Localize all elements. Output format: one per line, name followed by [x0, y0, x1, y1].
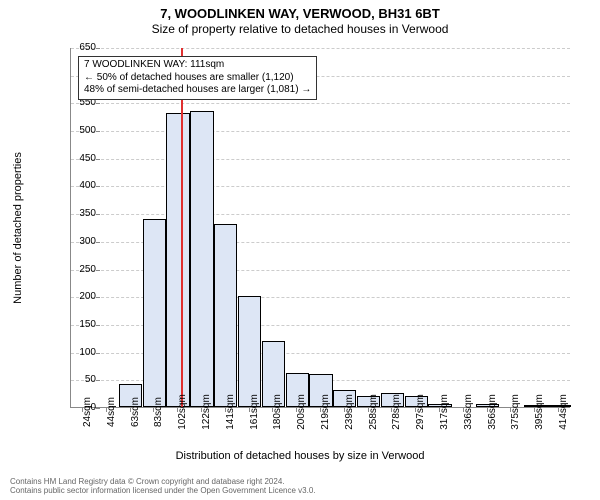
gridline [71, 159, 570, 160]
y-tick-mark [96, 408, 100, 409]
y-tick-mark [96, 131, 100, 132]
histogram-bar [190, 111, 213, 407]
plot-area [70, 48, 570, 408]
annotation-box: 7 WOODLINKEN WAY: 111sqm← 50% of detache… [78, 56, 317, 100]
x-tick-label: 180sqm [272, 394, 283, 430]
histogram-bar [214, 224, 237, 407]
x-tick-label: 44sqm [106, 397, 117, 427]
y-tick-mark [96, 297, 100, 298]
chart-title-sub: Size of property relative to detached ho… [0, 22, 600, 38]
x-tick-label: 219sqm [320, 394, 331, 430]
y-tick-label: 650 [66, 42, 96, 53]
annotation-line-2: ← 50% of detached houses are smaller (1,… [84, 72, 311, 85]
y-tick-label: 500 [66, 125, 96, 136]
y-tick-mark [96, 353, 100, 354]
y-tick-mark [96, 214, 100, 215]
x-tick-label: 24sqm [82, 397, 93, 427]
gridline [71, 186, 570, 187]
y-tick-mark [96, 103, 100, 104]
x-tick-label: 102sqm [177, 394, 188, 430]
x-tick-label: 122sqm [201, 394, 212, 430]
x-tick-label: 63sqm [130, 397, 141, 427]
x-tick-label: 375sqm [510, 394, 521, 430]
y-tick-label: 150 [66, 319, 96, 330]
x-axis-label: Distribution of detached houses by size … [0, 450, 600, 462]
x-tick-label: 356sqm [487, 394, 498, 430]
y-tick-label: 250 [66, 264, 96, 275]
x-tick-label: 83sqm [153, 397, 164, 427]
x-tick-label: 336sqm [463, 394, 474, 430]
x-tick-label: 278sqm [391, 394, 402, 430]
y-tick-mark [96, 159, 100, 160]
histogram-bar [238, 296, 261, 407]
y-tick-mark [96, 325, 100, 326]
chart-root: 7, WOODLINKEN WAY, VERWOOD, BH31 6BT Siz… [0, 0, 600, 500]
x-tick-label: 141sqm [225, 394, 236, 430]
y-tick-mark [96, 242, 100, 243]
gridline [71, 131, 570, 132]
y-tick-label: 100 [66, 347, 96, 358]
x-tick-label: 297sqm [415, 394, 426, 430]
gridline [71, 214, 570, 215]
annotation-line-3: 48% of semi-detached houses are larger (… [84, 84, 311, 97]
footer-line-2: Contains public sector information licen… [10, 486, 316, 496]
x-tick-label: 200sqm [296, 394, 307, 430]
footer-attribution: Contains HM Land Registry data © Crown c… [10, 477, 316, 496]
y-tick-mark [96, 48, 100, 49]
x-tick-label: 258sqm [368, 394, 379, 430]
y-tick-label: 200 [66, 291, 96, 302]
annotation-line-1: 7 WOODLINKEN WAY: 111sqm [84, 59, 311, 72]
chart-title-main: 7, WOODLINKEN WAY, VERWOOD, BH31 6BT [0, 6, 600, 22]
histogram-bar [143, 219, 166, 407]
title-block: 7, WOODLINKEN WAY, VERWOOD, BH31 6BT Siz… [0, 6, 600, 37]
y-tick-label: 350 [66, 208, 96, 219]
x-tick-label: 414sqm [558, 394, 569, 430]
x-tick-label: 395sqm [534, 394, 545, 430]
gridline [71, 103, 570, 104]
y-tick-mark [96, 380, 100, 381]
y-tick-label: 400 [66, 180, 96, 191]
y-tick-mark [96, 186, 100, 187]
gridline [71, 48, 570, 49]
reference-marker-line [181, 48, 183, 407]
footer-line-1: Contains HM Land Registry data © Crown c… [10, 477, 316, 487]
x-tick-label: 161sqm [249, 394, 260, 430]
y-tick-label: 300 [66, 236, 96, 247]
y-tick-label: 450 [66, 153, 96, 164]
x-tick-label: 317sqm [439, 394, 450, 430]
y-tick-mark [96, 270, 100, 271]
x-tick-label: 239sqm [344, 394, 355, 430]
y-axis-label: Number of detached properties [12, 152, 24, 304]
histogram-bar [166, 113, 189, 407]
y-tick-label: 50 [66, 374, 96, 385]
